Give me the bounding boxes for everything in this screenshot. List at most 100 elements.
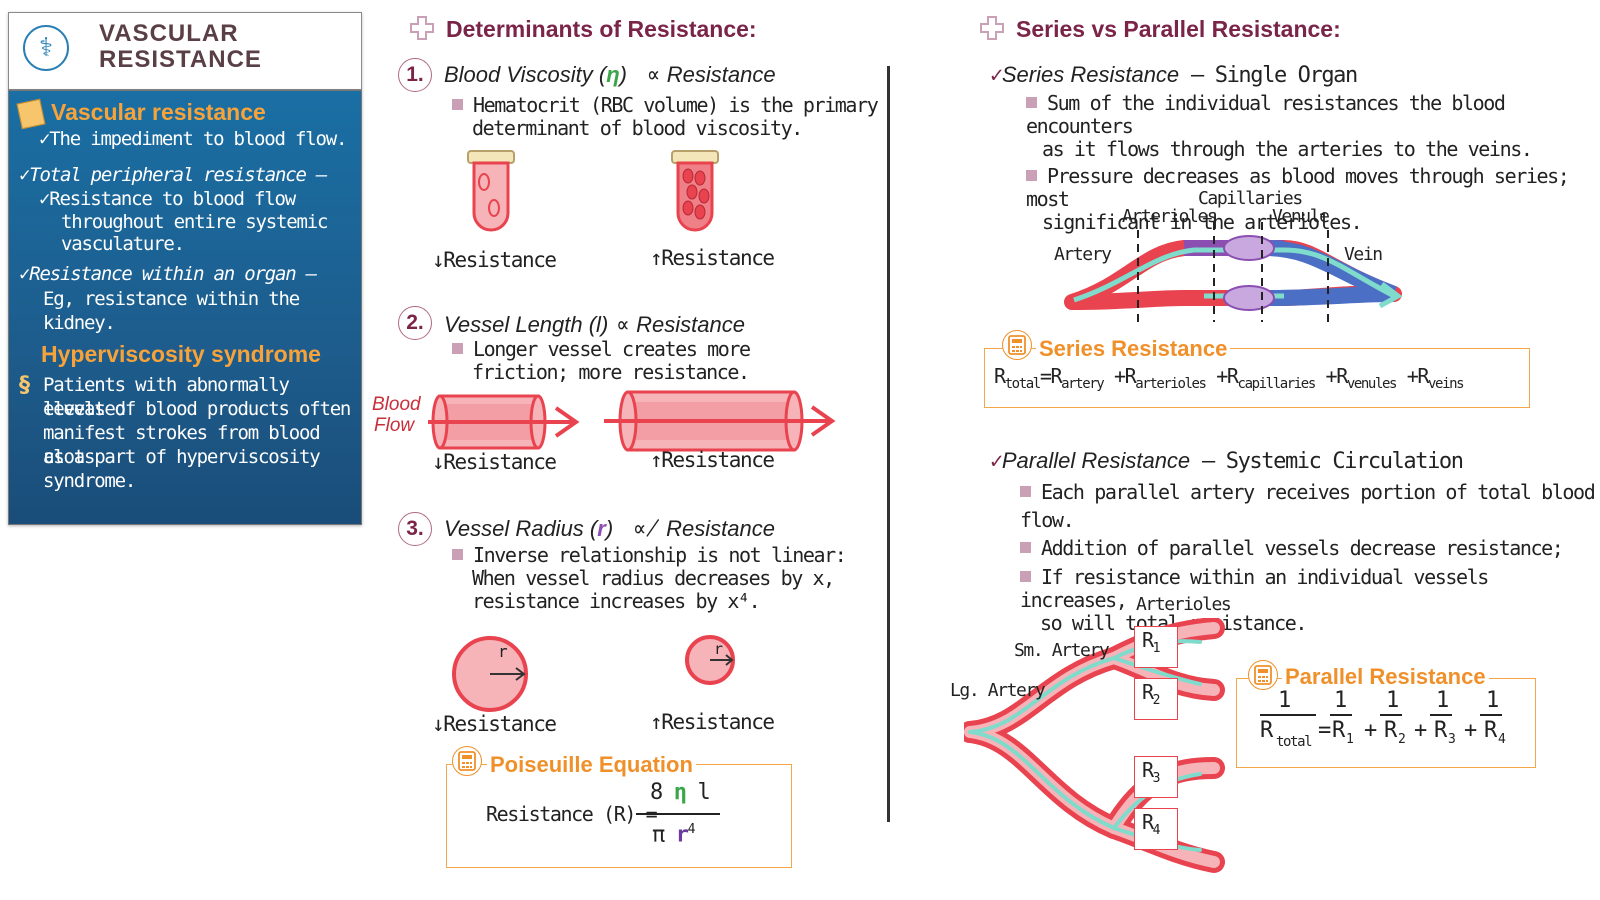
vr-definition: ✓The impediment to blood flow. — [39, 128, 347, 150]
blood-flow-label: Blood Flow — [372, 394, 421, 436]
poiseuille-numerator: 8 η l — [650, 780, 711, 805]
parallel-title: ✓Parallel Resistance — Systemic Circulat… — [990, 448, 1464, 474]
label-arterioles: Arterioles — [1122, 206, 1218, 227]
high-hematocrit-tube — [671, 150, 719, 232]
long-vessel — [604, 390, 836, 452]
bullet-icon — [452, 549, 463, 560]
column-divider — [887, 66, 890, 822]
vascular-resistance-heading: Vascular resistance — [51, 99, 266, 125]
label-capillaries: Capillaries — [1198, 188, 1303, 209]
label-arterioles-parallel: Arterioles — [1136, 594, 1232, 615]
series-equation-heading: Series Resistance — [1036, 336, 1231, 362]
tpr-def-2: throughout entire systemic — [61, 211, 328, 233]
radius-high-resistance: ↑Resistance — [650, 710, 775, 734]
length-bullet: Longer vessel creates more friction; mor… — [452, 338, 751, 384]
large-radius-vessel — [452, 636, 528, 712]
number-3-badge: 3. — [398, 512, 432, 546]
organ-label: ✓Resistance within an organ — — [19, 263, 317, 285]
label-sm-artery: Sm. Artery — [1014, 640, 1110, 661]
viscosity-low-resistance: ↓Resistance — [432, 248, 557, 272]
organ-def: Eg, resistance within the kidney. — [43, 288, 300, 334]
bullet-icon — [1020, 486, 1031, 497]
length-high-resistance: ↑Resistance — [650, 448, 775, 472]
label-lg-artery: Lg. Artery — [950, 680, 1046, 701]
tpr-def-1: ✓Resistance to blood flow — [39, 188, 296, 210]
poiseuille-denominator: π r4 — [652, 822, 696, 848]
plus-icon — [410, 16, 434, 40]
calculator-icon — [1002, 330, 1032, 360]
series-vessel-diagram — [1064, 222, 1403, 322]
large-r-label: r — [498, 642, 508, 661]
fraction-bar — [636, 813, 720, 815]
viscosity-title: Blood Viscosity (η) ∝ Resistance — [444, 62, 776, 88]
series-title: ✓Series Resistance — Single Organ — [990, 62, 1358, 88]
check-icon: ✓ — [990, 63, 1003, 88]
parallel-bullets: Each parallel artery receives portion of… — [1020, 480, 1596, 635]
determinants-heading: Determinants of Resistance: — [410, 16, 757, 43]
radius-low-resistance: ↓Resistance — [432, 712, 557, 736]
caduceus-icon: ⚕ — [23, 25, 69, 71]
label-artery: Artery — [1054, 244, 1112, 265]
title-card: ⚕ VASCULAR RESISTANCE — [8, 12, 362, 90]
r3-label: R3 — [1142, 758, 1161, 786]
calculator-icon — [1248, 660, 1278, 690]
hyperviscosity-heading: Hyperviscosity syndrome — [41, 341, 321, 367]
parallel-equation: 1 R total = 1 R 1 + 1 R 2 + 1 R 3 + 1 R … — [1260, 688, 1506, 750]
check-icon: ✓ — [39, 128, 50, 150]
viscosity-bullet: Hematocrit (RBC volume) is the primary d… — [452, 94, 879, 140]
bullet-icon — [452, 343, 463, 354]
r4-label: R4 — [1142, 810, 1161, 838]
number-2-badge: 2. — [398, 306, 432, 340]
hyper-line-1: Patients with abnormally elevated — [43, 374, 290, 420]
title-line-2: RESISTANCE — [99, 46, 262, 73]
calculator-icon — [452, 746, 482, 776]
low-hematocrit-tube — [467, 150, 515, 232]
radius-title: Vessel Radius (r) ∝̸ Resistance — [444, 516, 775, 542]
title-line-1: VASCULAR — [99, 20, 239, 47]
r3-box — [1134, 756, 1178, 798]
series-equation: Rtotal=Rartery +Rarterioles +Rcapillarie… — [994, 364, 1465, 392]
bullet-icon — [452, 99, 463, 110]
label-venule: Venule — [1272, 206, 1330, 227]
series-parallel-heading: Series vs Parallel Resistance: — [980, 16, 1341, 43]
notepad-icon — [16, 98, 46, 130]
page-title: VASCULAR RESISTANCE — [99, 21, 262, 73]
radius-bullet: Inverse relationship is not linear: When… — [452, 544, 847, 613]
length-title: Vessel Length (l) ∝ Resistance — [444, 312, 745, 338]
number-1-badge: 1. — [398, 58, 432, 92]
bullet-icon — [1026, 170, 1037, 181]
r2-box — [1134, 678, 1178, 720]
small-r-label: r — [714, 640, 723, 658]
r4-box — [1134, 808, 1178, 850]
tpr-def-3: vasculature. — [61, 233, 185, 255]
hyper-line-3: manifest strokes from blood clots — [43, 422, 321, 468]
sidebar-panel: Vascular resistance ✓The impediment to b… — [8, 90, 362, 525]
bullet-icon — [1026, 97, 1037, 108]
series-equation-box — [984, 348, 1530, 408]
viscosity-high-resistance: ↑Resistance — [650, 246, 775, 270]
hyper-line-2: levels of blood products often — [43, 398, 351, 420]
r1-label: R1 — [1142, 628, 1161, 656]
parallel-equation-heading: Parallel Resistance — [1282, 664, 1489, 690]
small-radius-vessel — [685, 635, 735, 685]
r1-box — [1134, 626, 1178, 668]
tpr-label: ✓Total peripheral resistance — — [19, 164, 327, 186]
series-bullets: Sum of the individual resistances the bl… — [1026, 91, 1570, 234]
scroll-icon: § — [19, 373, 30, 398]
bullet-icon — [1020, 571, 1031, 582]
length-low-resistance: ↓Resistance — [432, 450, 557, 474]
hyper-line-5: syndrome. — [43, 470, 136, 492]
label-vein: Vein — [1344, 244, 1383, 265]
poiseuille-heading: Poiseuille Equation — [487, 752, 696, 778]
short-vessel — [428, 394, 580, 450]
check-icon: ✓ — [19, 164, 30, 186]
poiseuille-lhs: Resistance (R) = — [486, 802, 658, 826]
hyper-line-4: as a part of hyperviscosity — [43, 446, 321, 468]
plus-icon — [980, 16, 1004, 40]
r2-label: R2 — [1142, 680, 1161, 708]
check-icon: ✓ — [19, 263, 30, 285]
check-icon: ✓ — [39, 188, 50, 210]
vessel-length-diagram — [428, 390, 836, 452]
bullet-icon — [1020, 542, 1031, 553]
check-icon: ✓ — [990, 449, 1003, 474]
